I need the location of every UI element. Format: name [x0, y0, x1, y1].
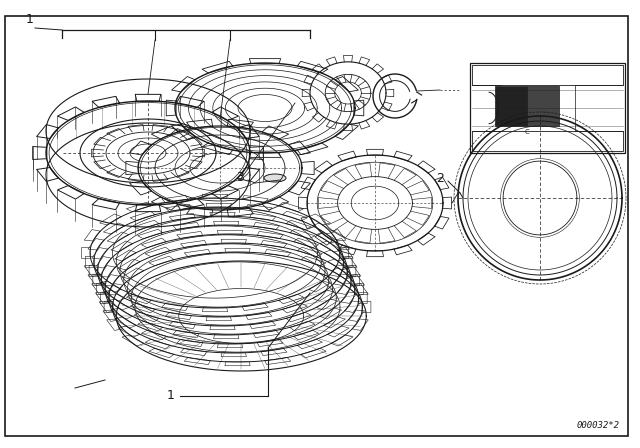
Text: C: C	[525, 129, 529, 135]
Bar	[527, 86, 559, 126]
Text: 3: 3	[236, 171, 244, 184]
Text: 000032*2: 000032*2	[577, 421, 620, 430]
Bar	[495, 86, 527, 126]
Ellipse shape	[264, 174, 286, 182]
Bar	[472, 65, 623, 85]
Text: 1: 1	[26, 13, 34, 26]
Text: 2: 2	[436, 172, 444, 185]
Bar	[470, 63, 625, 153]
Text: 1: 1	[167, 388, 175, 401]
Bar	[472, 131, 623, 151]
